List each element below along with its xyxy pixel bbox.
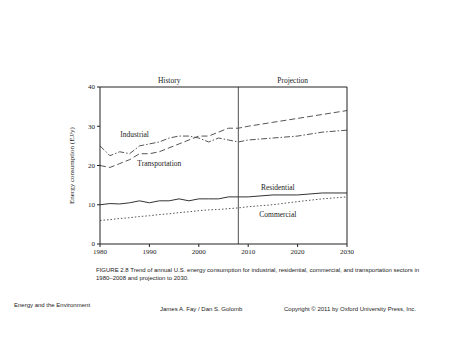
svg-text:20: 20 <box>88 162 96 170</box>
svg-text:0: 0 <box>92 240 96 248</box>
html-text:James A. Fay / Dan S. Golomb: James A. Fay / Dan S. Golomb <box>160 306 243 312</box>
svg-text:2030: 2030 <box>340 248 354 256</box>
svg-text:Commercial: Commercial <box>259 210 296 219</box>
svg-text:History: History <box>158 76 181 85</box>
svg-text:1990: 1990 <box>142 248 157 256</box>
html-text:Energy and the Environment: Energy and the Environment <box>14 302 90 308</box>
html-text:Copyright © 2011 by Oxford Uni: Copyright © 2011 by Oxford University Pr… <box>284 306 416 312</box>
svg-text:1980: 1980 <box>93 248 108 256</box>
svg-text:Projection: Projection <box>277 76 308 85</box>
svg-text:Transportation: Transportation <box>137 159 181 168</box>
svg-text:2020: 2020 <box>291 248 306 256</box>
html-text:FIGURE 2.8 Trend of annual U.S: FIGURE 2.8 Trend of annual U.S. energy c… <box>96 267 420 281</box>
svg-text:10: 10 <box>88 201 96 209</box>
svg-text:30: 30 <box>88 123 96 131</box>
svg-text:Energy consumption (EJ/y): Energy consumption (EJ/y) <box>68 126 76 204</box>
svg-text:40: 40 <box>88 83 96 91</box>
svg-text:Industrial: Industrial <box>120 130 149 139</box>
svg-text:2000: 2000 <box>192 248 207 256</box>
svg-text:2010: 2010 <box>241 248 256 256</box>
svg-text:Residential: Residential <box>261 183 295 192</box>
